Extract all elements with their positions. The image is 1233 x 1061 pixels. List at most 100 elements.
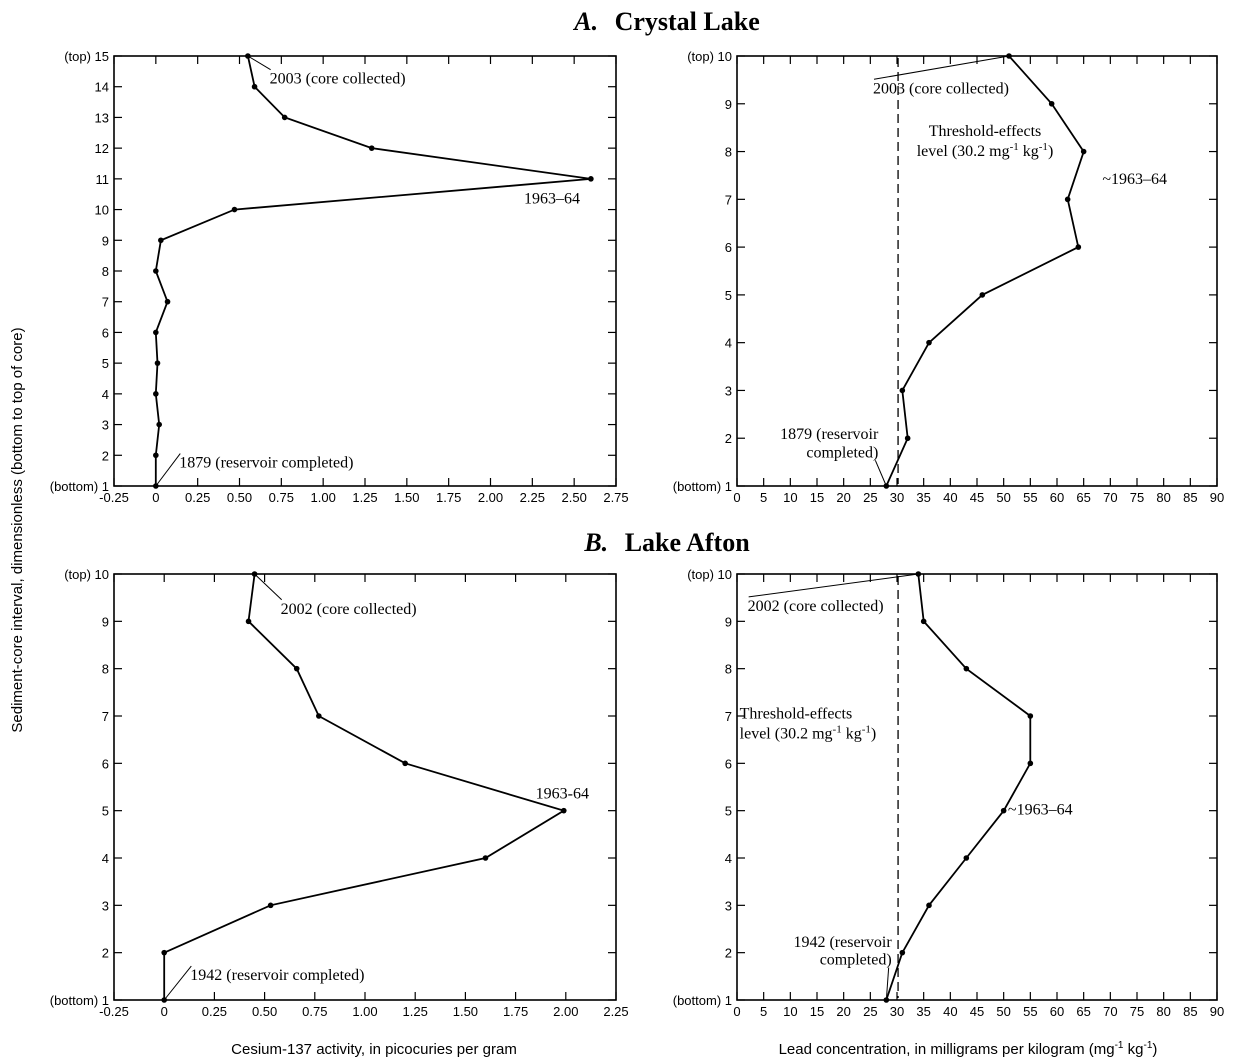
afton-lead-annotation-leader	[748, 573, 919, 598]
afton-lead-y-tick-label: 3	[725, 898, 732, 913]
crystal-lead-y-tick-label: (top) 10	[687, 49, 732, 64]
afton-cesium-y-tick-label: 8	[102, 662, 109, 677]
crystal-cesium-x-tick-label: 0.50	[227, 490, 252, 505]
afton-lead-x-tick-label: 60	[1050, 1004, 1064, 1019]
crystal-lead-annotation: 2003 (core collected)	[873, 80, 1009, 97]
crystal-cesium-y-tick-label: 8	[102, 264, 109, 279]
afton-cesium-annotation: 1942 (reservoir completed)	[190, 967, 364, 984]
x-axis-label-lead-sup1: -1	[1115, 1040, 1124, 1051]
crystal-lead-threshold-label-line1: Threshold-effects	[929, 123, 1042, 140]
afton-cesium-y-tick-label: 3	[102, 898, 109, 913]
x-axis-label-lead-kg: kg	[1123, 1041, 1143, 1058]
afton-lead-data-point	[926, 902, 932, 909]
crystal-lead-y-tick-label: 2	[725, 431, 732, 446]
afton-lead-x-tick-label: 35	[916, 1004, 930, 1019]
crystal-cesium-data-point	[588, 176, 594, 182]
afton-cesium-x-tick-label: 1.00	[352, 1004, 377, 1019]
crystal-cesium-data-point	[368, 145, 375, 151]
crystal-lead-data-point	[1075, 244, 1082, 250]
afton-lead-x-tick-label: 30	[890, 1004, 904, 1019]
crystal-cesium-data-point	[231, 206, 238, 213]
crystal-lead-y-tick-label: 7	[725, 192, 732, 207]
crystal-lead-x-tick-label: 55	[1023, 490, 1037, 505]
afton-lead-x-tick-label: 55	[1023, 1004, 1037, 1019]
crystal-lead-x-tick-label: 15	[810, 490, 824, 505]
crystal-cesium-data-point	[153, 391, 159, 397]
afton-lead-annotation-leader	[885, 967, 890, 1001]
crystal-lead-x-tick-label: 85	[1183, 490, 1197, 505]
afton-lead-annotation: ~1963–64	[1008, 801, 1073, 818]
crystal-cesium-annotation-leader	[247, 55, 271, 71]
afton-cesium-y-tick-label: 4	[102, 851, 109, 866]
crystal-cesium-data-point	[153, 268, 159, 274]
crystal-cesium-x-tick-label: 0.25	[185, 490, 210, 505]
afton-lead-x-tick-label: 90	[1210, 1004, 1224, 1019]
afton-lead-y-tick-label: 8	[725, 662, 732, 677]
crystal-lead-x-tick-label: 20	[836, 490, 850, 505]
crystal-lead-annotation: completed)	[806, 444, 878, 461]
crystal-lead-annotation: ~1963–64	[1102, 171, 1167, 188]
crystal-lead-x-tick-label: 90	[1210, 490, 1224, 505]
crystal-cesium-series-line	[154, 55, 592, 486]
crystal-cesium-x-tick-label: 1.50	[394, 490, 419, 505]
afton-lead-y-tick-label: 6	[725, 756, 732, 771]
crystal-cesium-y-tick-label: (top) 15	[64, 49, 109, 64]
crystal-cesium-data-point	[281, 114, 288, 121]
afton-cesium-x-tick-label: 1.25	[403, 1004, 428, 1019]
afton-lead-x-tick-label: 65	[1076, 1004, 1090, 1019]
afton-cesium-annotation: 1963-64	[536, 785, 589, 802]
afton-cesium-annotation-leader	[163, 965, 192, 1001]
afton-lead-y-tick-label: 4	[725, 851, 732, 866]
afton-cesium-data-point	[293, 665, 300, 672]
crystal-cesium-x-tick-label: 2.50	[562, 490, 587, 505]
x-axis-label-lead-close: )	[1152, 1041, 1157, 1058]
afton-lead-x-tick-label: 10	[783, 1004, 797, 1019]
crystal-cesium-data-point	[251, 83, 258, 90]
crystal-lead-threshold-label-line2: level (30.2 mg-1 kg-1)	[917, 141, 1054, 160]
crystal-lead-x-tick-label: 40	[943, 490, 957, 505]
crystal-cesium-y-tick-label: 5	[102, 356, 109, 371]
crystal-cesium-y-tick-label: 3	[102, 418, 109, 433]
afton-cesium-y-tick-label: 5	[102, 804, 109, 819]
afton-lead-x-tick-label: 80	[1156, 1004, 1170, 1019]
crystal-lead-data-point	[904, 435, 911, 442]
crystal-lead-plot-frame	[736, 55, 1218, 487]
afton-cesium-x-tick-label: 0	[161, 1004, 168, 1019]
afton-lead-x-tick-label: 0	[733, 1004, 740, 1019]
afton-cesium-data-point	[245, 618, 252, 625]
crystal-lead-data-point	[926, 339, 932, 346]
crystal-lead-data-point	[1080, 148, 1087, 155]
afton-lead-x-tick-label: 75	[1130, 1004, 1144, 1019]
afton-lead-y-tick-label: 5	[725, 804, 732, 819]
crystal-cesium-x-tick-label: 0	[152, 490, 159, 505]
afton-lead-x-tick-label: 50	[996, 1004, 1010, 1019]
afton-lead-data-point	[1000, 807, 1007, 814]
crystal-cesium-x-tick-label: 1.25	[352, 490, 377, 505]
crystal-cesium-y-tick-label: 6	[102, 325, 109, 340]
afton-lead-annotation: completed)	[820, 952, 892, 969]
afton-lead-data-point	[963, 665, 970, 672]
afton-cesium-annotation-leader	[254, 573, 283, 601]
afton-lead-data-point	[1027, 713, 1034, 719]
crystal-lead-y-tick-label: 9	[725, 97, 732, 112]
afton-lead-threshold-label-line1: Threshold-effects	[740, 705, 853, 722]
crystal-cesium-x-tick-label: 2.25	[520, 490, 545, 505]
crystal-cesium-y-tick-label: (bottom) 1	[50, 479, 109, 494]
afton-lead-data-point	[899, 949, 906, 956]
crystal-lead-x-tick-label: 65	[1076, 490, 1090, 505]
crystal-lead-data-point	[899, 387, 906, 394]
afton-cesium-x-tick-label: 0.50	[252, 1004, 277, 1019]
crystal-cesium-y-tick-label: 2	[102, 448, 109, 463]
crystal-cesium-data-point	[158, 237, 164, 244]
afton-lead-annotation: 2002 (core collected)	[748, 598, 884, 615]
crystal-lead-x-tick-label: 35	[916, 490, 930, 505]
afton-cesium-data-point	[267, 902, 274, 909]
x-axis-label-cesium: Cesium-137 activity, in picocuries per g…	[231, 1041, 517, 1058]
afton-lead-chart: 0 5 10 15 20 25 30 35 40 45 50 55 60 65 70 75 80 85 90(bot…	[673, 567, 1224, 1019]
afton-cesium-y-tick-label: 6	[102, 756, 109, 771]
crystal-lead-x-tick-label: 50	[996, 490, 1010, 505]
crystal-lead-annotation-leader	[874, 460, 887, 487]
crystal-cesium-chart: -0.25 0 0.25 0.50 0.75 1.00 1.25 1.50 1.75 2.00 2.…	[50, 49, 629, 505]
afton-lead-data-point	[920, 618, 927, 625]
afton-lead-y-tick-label: 2	[725, 946, 732, 961]
